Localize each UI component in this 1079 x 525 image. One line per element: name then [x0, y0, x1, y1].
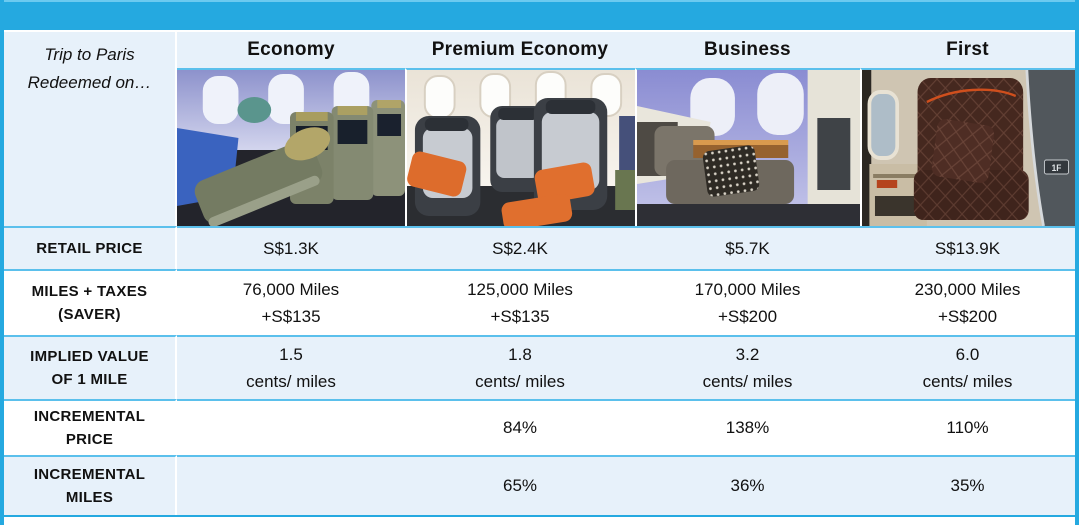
- row-label-line: PRICE: [65, 431, 114, 448]
- cell-line: cents/ miles: [922, 372, 1013, 391]
- cell-inc-price-first: 110%: [860, 399, 1075, 455]
- cell-line: cents/ miles: [246, 372, 336, 391]
- cell-line: +S$200: [937, 307, 998, 326]
- cell-line: 110%: [946, 418, 989, 438]
- row-label-incremental-price: INCREMENTAL PRICE: [4, 399, 177, 455]
- cell-line: 1.5: [279, 344, 303, 364]
- cell-miles-economy: 76,000 Miles +S$135: [177, 269, 405, 335]
- pe-rear-seat: [490, 106, 546, 192]
- corner-label-line2: Redeemed on…: [27, 73, 152, 93]
- cell-line: S$13.9K: [934, 238, 1001, 258]
- premium-economy-cabin-photo: [407, 70, 635, 226]
- cell-line: 230,000 Miles: [914, 279, 1021, 299]
- cell-line: 84%: [502, 418, 538, 438]
- cell-inc-price-premium-economy: 84%: [405, 399, 635, 455]
- economy-cabin-photo: [177, 70, 405, 226]
- row-label-implied-value: IMPLIED VALUE OF 1 MILE: [4, 335, 177, 399]
- cell-line: 6.0: [955, 344, 980, 364]
- row-label-incremental-miles: INCREMENTAL MILES: [4, 455, 177, 515]
- cell-line: 170,000 Miles: [694, 279, 801, 299]
- cell-line: 65%: [502, 476, 538, 496]
- first-seat-badge: 1F: [1052, 163, 1062, 173]
- first-seat: [913, 78, 1029, 220]
- economy-front-seat: [194, 127, 331, 226]
- cell-line: $5.7K: [725, 238, 770, 258]
- column-header-first: First: [860, 32, 1075, 68]
- cell-implied-premium-economy: 1.8 cents/ miles: [405, 335, 635, 399]
- row-label-line: INCREMENTAL: [33, 407, 146, 425]
- cell-line: cents/ miles: [702, 372, 793, 391]
- column-header-economy: Economy: [177, 32, 405, 68]
- corner-label: Trip to Paris Redeemed on…: [4, 32, 177, 226]
- cell-line: +S$135: [490, 307, 550, 326]
- business-photo-cell: [635, 68, 860, 226]
- cell-line: 35%: [950, 476, 985, 496]
- first-photo-cell: 1F: [860, 68, 1075, 226]
- row-label-line: IMPLIED VALUE: [30, 347, 149, 365]
- cell-implied-economy: 1.5 cents/ miles: [177, 335, 405, 399]
- comparison-grid: Trip to Paris Redeemed on… Economy Premi…: [4, 32, 1075, 515]
- first-seat-shell: 1F: [1025, 70, 1075, 226]
- cell-line: 3.2: [735, 344, 760, 364]
- cell-inc-price-economy: [177, 399, 405, 455]
- cell-inc-miles-first: 35%: [860, 455, 1075, 515]
- cell-line: S$1.3K: [263, 238, 319, 258]
- row-label-line: MILES: [65, 489, 114, 506]
- cell-retail-business: $5.7K: [635, 226, 860, 269]
- cell-line: 125,000 Miles: [467, 279, 573, 299]
- cell-inc-miles-economy: [177, 455, 405, 515]
- divider: [4, 30, 1075, 32]
- pe-right-seat: [533, 98, 608, 210]
- pe-left-seat: [407, 116, 481, 216]
- cell-line: +S$135: [261, 307, 321, 326]
- cell-retail-first: S$13.9K: [860, 226, 1075, 269]
- cell-miles-business: 170,000 Miles +S$200: [635, 269, 860, 335]
- cell-retail-economy: S$1.3K: [177, 226, 405, 269]
- row-label-line: RETAIL PRICE: [36, 239, 143, 257]
- cell-miles-first: 230,000 Miles +S$200: [860, 269, 1075, 335]
- cell-line: 36%: [730, 476, 765, 496]
- economy-cabin-photo-cell: [177, 68, 405, 226]
- row-label-line: INCREMENTAL: [33, 465, 146, 483]
- table-bottom-border: [4, 515, 1075, 517]
- cell-line: 76,000 Miles: [242, 279, 340, 299]
- first-cabin-photo: 1F: [862, 70, 1075, 226]
- cell-retail-premium-economy: S$2.4K: [405, 226, 635, 269]
- row-label-retail-price: RETAIL PRICE: [4, 226, 177, 269]
- column-header-business: Business: [635, 32, 860, 68]
- premium-economy-photo-cell: [405, 68, 635, 226]
- row-label-miles-taxes: MILES + TAXES (SAVER): [4, 269, 177, 335]
- column-header-premium-economy: Premium Economy: [405, 32, 635, 68]
- cell-inc-miles-business: 36%: [635, 455, 860, 515]
- cell-line: 1.8: [508, 344, 532, 364]
- cell-line: S$2.4K: [492, 238, 548, 258]
- cell-line: 138%: [725, 418, 770, 438]
- row-label-line: OF 1 MILE: [51, 371, 128, 388]
- cell-implied-first: 6.0 cents/ miles: [860, 335, 1075, 399]
- cell-inc-miles-premium-economy: 65%: [405, 455, 635, 515]
- row-label-line: (SAVER): [58, 306, 121, 323]
- cell-line: +S$200: [717, 307, 778, 326]
- cell-inc-price-business: 138%: [635, 399, 860, 455]
- corner-label-line1: Trip to Paris: [44, 45, 135, 64]
- business-cabin-photo: [637, 70, 860, 226]
- cell-miles-premium-economy: 125,000 Miles +S$135: [405, 269, 635, 335]
- title-bar: [4, 0, 1075, 30]
- row-label-line: MILES + TAXES: [31, 282, 148, 300]
- cell-line: cents/ miles: [475, 372, 565, 391]
- cell-implied-business: 3.2 cents/ miles: [635, 335, 860, 399]
